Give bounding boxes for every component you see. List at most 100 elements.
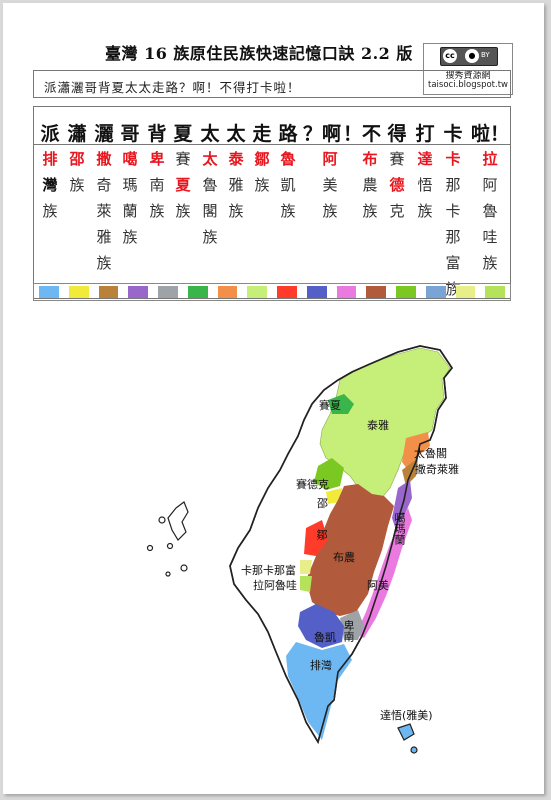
mnemonic-char: 族 <box>280 202 296 220</box>
legend-swatch <box>391 284 421 300</box>
swatch-color <box>98 286 119 298</box>
label-kanakanavu: 卡那卡那富 <box>241 564 296 577</box>
mnemonic-char: 瑪 <box>122 176 138 194</box>
mnemonic-char: 克 <box>389 202 405 220</box>
mnemonic-column-11: 布農族 <box>358 146 382 224</box>
swatch-color <box>158 286 178 298</box>
mnemonic-head-1: 瀟 <box>67 123 87 145</box>
swatch-color <box>396 286 416 298</box>
label-amis: 阿美 <box>367 579 389 592</box>
mnemonic-char: 凱 <box>280 176 296 194</box>
mnemonic-column-6: 太魯閣族 <box>198 146 222 250</box>
mnemonic-char: 泰 <box>228 150 244 168</box>
mnemonic-char: 那 <box>445 176 461 194</box>
mnemonic-char: 太 <box>202 150 218 168</box>
legend-swatch <box>332 284 362 300</box>
mnemonic-head-14: 卡 <box>443 123 463 145</box>
mnemonic-head-2: 灑 <box>94 123 114 145</box>
label-tao: 達悟(雅美) <box>380 709 433 722</box>
mnemonic-char: 富 <box>445 254 461 272</box>
mnemonic-char: 邵 <box>69 150 85 168</box>
legend-swatch <box>242 284 272 300</box>
mnemonic-head-7: 太 <box>226 123 246 145</box>
mnemonic-column-9: 魯凱族 <box>276 146 300 224</box>
swatch-color <box>217 286 238 298</box>
by-label: BY <box>481 51 490 59</box>
mnemonic-char: 魯 <box>202 176 218 194</box>
label-saisiyat: 賽夏 <box>319 399 341 412</box>
mnemonic-char: 族 <box>228 202 244 220</box>
swatch-color <box>455 286 476 298</box>
mnemonic-char: 族 <box>362 202 378 220</box>
mnemonic-column-10: 阿美族 <box>318 146 342 224</box>
mnemonic-head-11: ！不 <box>342 123 381 145</box>
swatch-color <box>247 286 267 298</box>
mnemonic-head-10: ？啊 <box>302 123 341 145</box>
swatch-color <box>68 286 89 298</box>
mnemonic-char: 族 <box>254 176 270 194</box>
mnemonic-char: 夏 <box>175 176 191 194</box>
license-box[interactable]: cc ● BY 搜秀資源網 taisoci.blogspot.tw <box>423 43 513 95</box>
mnemonic-column-4: 卑南族 <box>145 146 169 224</box>
mnemonic-column-2: 撒奇萊雅族 <box>92 146 116 276</box>
label-sakizaya: 撒奇萊雅 <box>415 463 459 476</box>
author-name: 搜秀資源網 <box>445 71 491 81</box>
label-puyuma: 卑南 <box>342 620 355 642</box>
mnemonic-char: 南 <box>149 176 165 194</box>
mnemonic-char: 達 <box>417 150 433 168</box>
region-truku <box>402 432 430 470</box>
color-legend <box>33 283 511 301</box>
label-paiwan: 排灣 <box>310 659 332 672</box>
page-title: 臺灣 16 族原住民族快速記憶口訣 2.2 版 <box>105 44 413 63</box>
label-seediq: 賽德克 <box>296 478 329 491</box>
mnemonic-char: 農 <box>362 176 378 194</box>
mnemonic-table <box>33 106 511 299</box>
mnemonic-char: 奇 <box>96 176 112 194</box>
cc-icon: cc <box>443 49 457 63</box>
legend-swatch <box>94 284 124 300</box>
mnemonic-char: 美 <box>322 176 338 194</box>
mnemonic-char: 撒 <box>96 150 112 168</box>
mnemonic-char: 萊 <box>96 202 112 220</box>
legend-swatch <box>34 284 64 300</box>
mnemonic-char: 雅 <box>96 228 112 246</box>
mnemonic-char: 閣 <box>202 202 218 220</box>
region-saisiyat <box>328 394 354 414</box>
penghu-islands <box>146 501 189 577</box>
swatch-color <box>485 286 505 298</box>
mnemonic-column-13: 達悟族 <box>413 146 437 224</box>
legend-swatch <box>272 284 302 300</box>
legend-swatch <box>153 284 183 300</box>
mnemonic-head-5: 夏 <box>173 123 193 145</box>
mnemonic-char: 卡 <box>445 202 461 220</box>
legend-swatch <box>451 284 481 300</box>
mnemonic-head-4: 背 <box>147 123 167 145</box>
mnemonic-head-15: 啦！ <box>470 123 509 145</box>
region-kanakanavu <box>300 560 312 574</box>
author-url[interactable]: taisoci.blogspot.tw <box>428 80 508 90</box>
legend-swatch <box>302 284 332 300</box>
mnemonic-char: 拉 <box>482 150 498 168</box>
region-paiwan <box>286 642 352 740</box>
page <box>3 3 544 794</box>
legend-swatch <box>64 284 94 300</box>
mnemonic-char: 族 <box>149 202 165 220</box>
mnemonic-char: 雅 <box>228 176 244 194</box>
swatch-color <box>128 286 148 298</box>
mnemonic-char: 族 <box>122 228 138 246</box>
mnemonic-char: 鄒 <box>254 150 270 168</box>
legend-swatch <box>421 284 451 300</box>
mnemonic-column-3: 噶瑪蘭族 <box>118 146 142 250</box>
region-puyuma <box>340 610 364 640</box>
legend-swatch <box>213 284 243 300</box>
mnemonic-char: 族 <box>69 176 85 194</box>
mnemonic-char: 灣 <box>42 176 58 194</box>
mnemonic-head-0: 派 <box>40 123 60 145</box>
swatch-color <box>336 286 357 298</box>
swatch-color <box>277 286 297 298</box>
cc-by-badge: cc ● BY <box>440 47 498 66</box>
swatch-color <box>39 286 59 298</box>
mnemonic-column-0: 排灣族 <box>38 146 62 224</box>
mnemonic-char: 族 <box>96 254 112 272</box>
